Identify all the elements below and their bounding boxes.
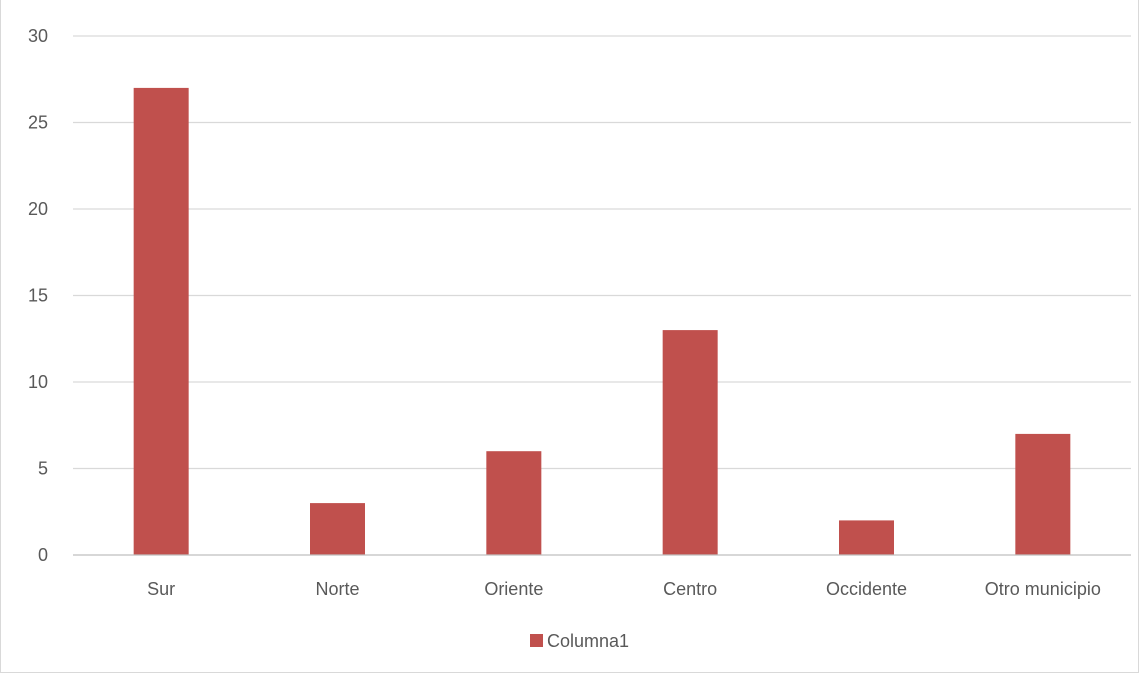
x-tick-label: Otro municipio [985, 579, 1101, 599]
y-tick-label: 15 [28, 286, 48, 306]
y-tick-label: 0 [38, 545, 48, 565]
bar [133, 87, 189, 556]
legend-swatch [530, 634, 543, 647]
y-tick-label: 10 [28, 372, 48, 392]
y-tick-label: 20 [28, 199, 48, 219]
legend-label: Columna1 [547, 631, 629, 651]
bar [662, 330, 718, 555]
bar [310, 503, 365, 555]
bars [133, 87, 1071, 556]
x-tick-label: Occidente [826, 579, 907, 599]
bar [1015, 433, 1071, 555]
x-tick-label: Centro [663, 579, 717, 599]
y-tick-label: 5 [38, 459, 48, 479]
bar [839, 520, 894, 555]
legend: Columna1 [530, 631, 629, 651]
y-tick-label: 30 [28, 26, 48, 46]
gridlines [73, 35, 1131, 470]
x-tick-label: Norte [315, 579, 359, 599]
bar [486, 451, 542, 555]
y-tick-label: 25 [28, 113, 48, 133]
y-axis-ticks: 0 5 10 15 20 25 30 [28, 26, 48, 565]
x-tick-label: Oriente [484, 579, 543, 599]
x-tick-label: Sur [147, 579, 175, 599]
x-axis-ticks: Sur Norte Oriente Centro Occidente Otro munic… [147, 579, 1101, 599]
